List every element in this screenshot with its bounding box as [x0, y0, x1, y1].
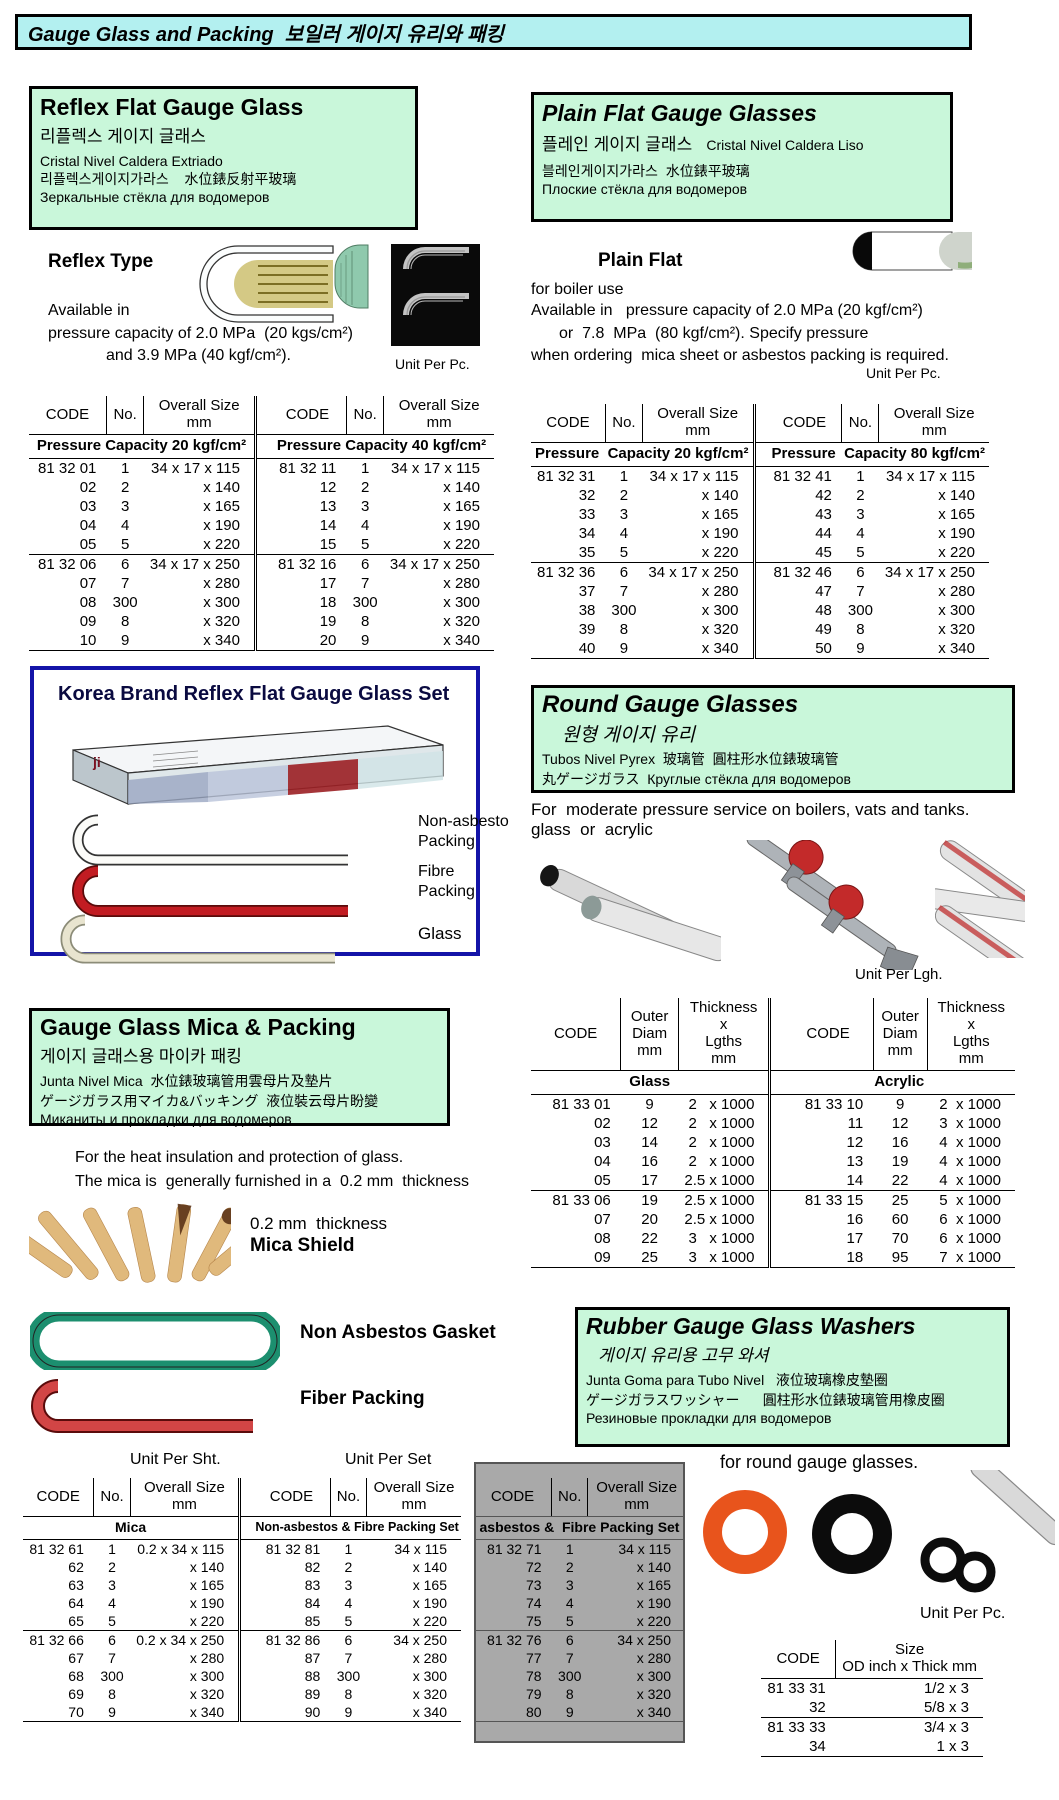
svg-text:ji: ji: [92, 754, 101, 770]
